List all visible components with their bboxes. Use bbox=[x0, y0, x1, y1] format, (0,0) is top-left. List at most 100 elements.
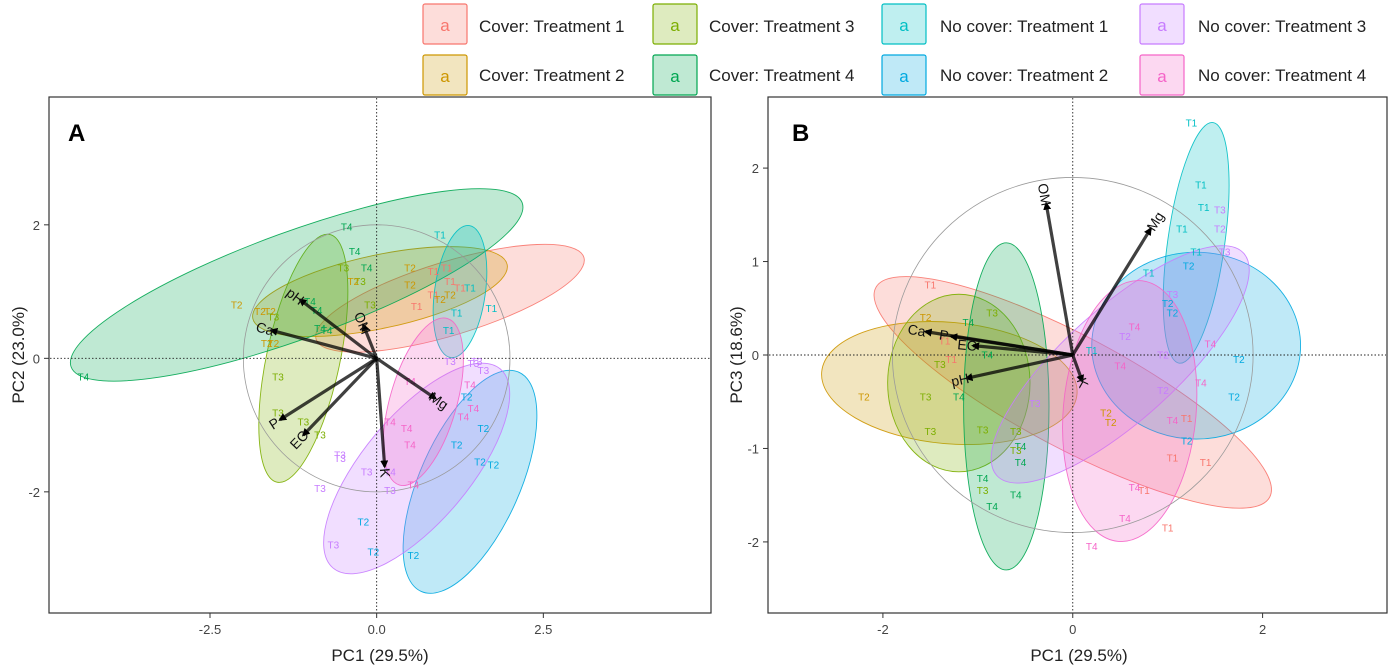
observation-label: T2 bbox=[434, 295, 446, 306]
observation-label: T4 bbox=[1129, 322, 1141, 333]
observation-label: T2 bbox=[267, 339, 279, 350]
observation-label: T1 bbox=[925, 280, 937, 291]
observation-label: T2 bbox=[1228, 393, 1240, 404]
observation-label: T1 bbox=[451, 308, 463, 319]
legend-item-cover-treatment-3: a Cover: Treatment 3 bbox=[652, 3, 855, 45]
loading-arrow bbox=[361, 323, 379, 359]
loading-label: K bbox=[377, 468, 394, 479]
y-tick-label: -2 bbox=[28, 485, 40, 500]
observation-label: T2 bbox=[1157, 386, 1169, 397]
observation-label: T2 bbox=[404, 280, 416, 291]
loading-arrow bbox=[375, 357, 437, 400]
legend-key bbox=[652, 54, 698, 96]
legend-item-cover-treatment-1: a Cover: Treatment 1 bbox=[422, 3, 625, 45]
legend-key-glyph: a bbox=[899, 67, 909, 86]
confidence-ellipse bbox=[382, 317, 464, 486]
loading-arrow bbox=[971, 342, 1073, 357]
observation-label: T3 bbox=[444, 357, 456, 368]
observation-label: T3 bbox=[364, 300, 376, 311]
observation-label: T1 bbox=[1086, 346, 1098, 357]
observation-label: T2 bbox=[474, 457, 486, 468]
observation-label: T4 bbox=[1015, 458, 1027, 469]
observation-label: T1 bbox=[1143, 268, 1155, 279]
observation-label: T4 bbox=[1010, 491, 1022, 502]
observation-label: T2 bbox=[1181, 436, 1193, 447]
observation-label: T1 bbox=[1162, 523, 1174, 534]
y-axis-title: PC2 (23.0%) bbox=[9, 306, 28, 403]
loading-arrow bbox=[269, 327, 378, 360]
loading-arrow bbox=[298, 298, 378, 360]
confidence-ellipse bbox=[69, 188, 524, 382]
observation-label: T3 bbox=[337, 264, 349, 275]
legend: a Cover: Treatment 1 a Cover: Treatment … bbox=[422, 3, 1366, 96]
observation-label: T2 bbox=[487, 461, 499, 472]
loading-arrow bbox=[375, 358, 389, 469]
observation-label: T2 bbox=[254, 307, 266, 318]
confidence-ellipse bbox=[990, 245, 1250, 484]
confidence-ellipse bbox=[323, 362, 511, 575]
confidence-ellipse bbox=[1062, 280, 1198, 542]
observation-label: T4 bbox=[963, 318, 975, 329]
observation-label: T2 bbox=[261, 339, 273, 350]
legend-key bbox=[652, 3, 698, 45]
legend-key-glyph: a bbox=[440, 16, 450, 35]
x-axis: -2 0 2 bbox=[877, 613, 1266, 637]
observation-label: T2 bbox=[347, 277, 359, 288]
observation-label: T4 bbox=[953, 393, 965, 404]
loading-arrow bbox=[301, 357, 378, 437]
observation-label: T2 bbox=[1162, 299, 1174, 310]
observation-label: T2 bbox=[477, 424, 489, 435]
observation-label: T4 bbox=[404, 441, 416, 452]
x-tick-label: -2 bbox=[877, 622, 889, 637]
x-tick-label: 0 bbox=[1069, 622, 1076, 637]
legend-label: No cover: Treatment 2 bbox=[940, 66, 1108, 85]
observation-label: T4 bbox=[401, 424, 413, 435]
observation-label: T3 bbox=[1167, 290, 1179, 301]
observation-label: T3 bbox=[267, 312, 279, 323]
observation-label: T3 bbox=[925, 427, 937, 438]
y-axis: 2 1 0 -1 -2 bbox=[747, 161, 768, 550]
legend-item-no-cover-treatment-2: a No cover: Treatment 2 bbox=[881, 54, 1108, 96]
observation-label: T3 bbox=[934, 360, 946, 371]
y-tick-label: 2 bbox=[33, 218, 40, 233]
observation-label: T4 bbox=[304, 297, 316, 308]
observation-label: T3 bbox=[471, 357, 483, 368]
confidence-ellipse bbox=[315, 243, 585, 353]
legend-key bbox=[881, 54, 927, 96]
observation-label: T2 bbox=[367, 547, 379, 558]
confidence-ellipse bbox=[1162, 122, 1230, 364]
observation-label: T3 bbox=[1214, 206, 1226, 217]
observation-label: T4 bbox=[981, 351, 993, 362]
observation-label: T1 bbox=[1138, 486, 1150, 497]
observation-label: T4 bbox=[986, 502, 998, 513]
y-tick-label: -1 bbox=[747, 441, 759, 456]
x-tick-label: 2 bbox=[1259, 622, 1266, 637]
legend-label: No cover: Treatment 1 bbox=[940, 17, 1108, 36]
y-tick-label: 2 bbox=[752, 161, 759, 176]
x-tick-label: 0.0 bbox=[368, 622, 386, 637]
observation-label: T4 bbox=[464, 381, 476, 392]
observation-label: T3 bbox=[314, 431, 326, 442]
observation-label: T3 bbox=[977, 486, 989, 497]
observation-label: T2 bbox=[1214, 224, 1226, 235]
observation-label: T4 bbox=[1086, 542, 1098, 553]
x-axis-title: PC1 (29.5%) bbox=[331, 646, 428, 665]
loading-label: P bbox=[938, 327, 950, 344]
observation-label: T2 bbox=[1157, 351, 1169, 362]
panel-label: A bbox=[68, 120, 85, 147]
legend-label: No cover: Treatment 4 bbox=[1198, 66, 1366, 85]
observation-label: T1 bbox=[1195, 180, 1207, 191]
observation-label: T3 bbox=[334, 451, 346, 462]
legend-key bbox=[422, 54, 468, 96]
observation-label: T2 bbox=[1100, 408, 1112, 419]
observation-label: T4 bbox=[1015, 442, 1027, 453]
observation-label: T1 bbox=[441, 264, 453, 275]
observation-label: T4 bbox=[1195, 379, 1207, 390]
observation-label: T1 bbox=[939, 336, 951, 347]
y-axis: 2 0 -2 bbox=[28, 218, 49, 500]
legend-key-glyph: a bbox=[670, 16, 680, 35]
observation-label: T3 bbox=[354, 277, 366, 288]
observation-label: T4 bbox=[1114, 362, 1126, 373]
observation-label: T4 bbox=[341, 222, 353, 233]
observation-label: T1 bbox=[434, 230, 446, 241]
